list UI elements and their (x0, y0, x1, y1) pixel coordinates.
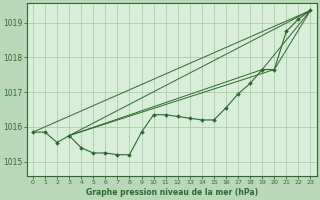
X-axis label: Graphe pression niveau de la mer (hPa): Graphe pression niveau de la mer (hPa) (86, 188, 258, 197)
